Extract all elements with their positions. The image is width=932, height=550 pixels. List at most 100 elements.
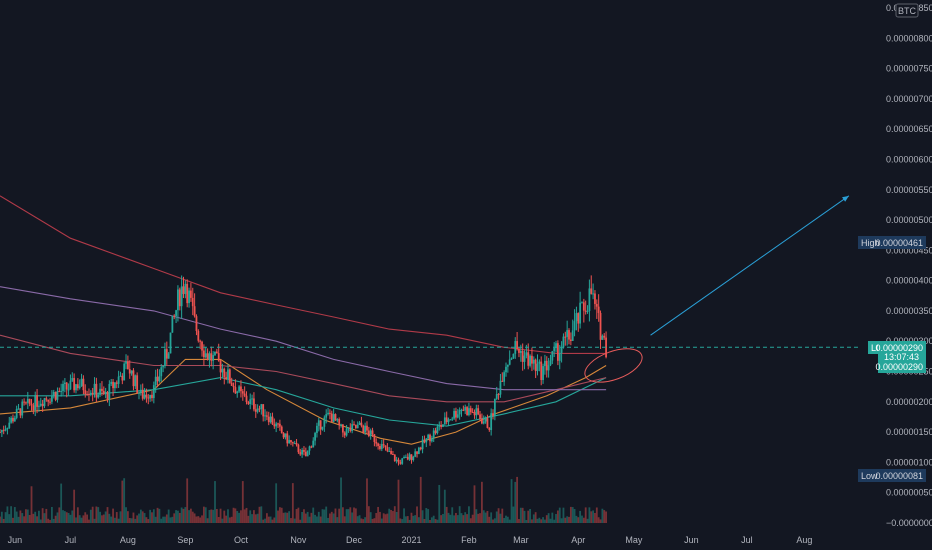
last-price-value-2: 0.00000290 [875, 362, 923, 372]
volume-bar [208, 510, 211, 523]
volume-bar [41, 508, 44, 523]
candle-body [455, 410, 457, 418]
volume-bar [447, 512, 450, 523]
volume-bar [503, 517, 506, 523]
volume-bar [510, 479, 513, 523]
volume-bar [277, 510, 279, 523]
x-tick-label: Feb [461, 535, 477, 545]
candle-body [529, 355, 531, 366]
volume-bar [215, 508, 218, 523]
volume-bar [581, 515, 583, 523]
candle-body [440, 425, 443, 427]
candle-body [264, 415, 266, 417]
currency-label: BTC [898, 6, 917, 16]
candle-body [95, 383, 98, 398]
candle-body [314, 432, 316, 441]
candle-body [253, 398, 255, 410]
volume-bar [310, 512, 313, 523]
volume-bar [119, 511, 122, 523]
candle-body [597, 306, 600, 313]
candle-body [151, 394, 153, 399]
volume-bar [141, 511, 144, 523]
candle-body [579, 302, 582, 324]
candle-body [508, 359, 511, 365]
candle-body [390, 451, 392, 455]
volume-bar [412, 515, 415, 523]
candle-body [380, 444, 383, 449]
candle-body [67, 389, 70, 391]
volume-bar [384, 514, 387, 523]
candle-body [327, 412, 329, 415]
candle-body [149, 394, 152, 399]
volume-bar [167, 509, 170, 523]
volume-bar [290, 518, 292, 523]
time-axis[interactable]: Jun Jul Aug Sep Oct Nov Dec 2021 Feb Mar Apr May Jun… [8, 535, 813, 545]
candle-body [356, 424, 359, 429]
candle-body [69, 380, 72, 390]
volume-bar [286, 512, 289, 523]
volume-bar [364, 517, 367, 523]
volume-bar [214, 481, 216, 523]
volume-bar [256, 513, 259, 523]
candle-body [445, 417, 448, 423]
candle-body [245, 395, 248, 402]
volume-bar [319, 516, 322, 523]
volume-bar [586, 518, 589, 523]
candle-body [132, 370, 135, 387]
candle-body [308, 446, 311, 451]
candle-body [114, 382, 116, 389]
volume-bar [97, 507, 100, 523]
candle-body [366, 425, 368, 431]
volume-bar [101, 515, 103, 523]
candle-body [490, 413, 493, 431]
candle-body [86, 394, 89, 396]
volume-bar [343, 516, 346, 523]
x-tick-label: Aug [796, 535, 812, 545]
candle-body [214, 351, 216, 356]
volume-bar [145, 517, 148, 523]
volume-bar [495, 511, 498, 523]
volume-bar [15, 511, 18, 523]
volume-bar [34, 511, 37, 523]
candle-body [369, 430, 372, 437]
volume-bar [106, 507, 109, 523]
volume-bar [529, 508, 531, 523]
candle-body [323, 417, 326, 427]
moving-average-line [0, 377, 607, 427]
volume-bar [219, 508, 222, 523]
volume-bar [54, 515, 57, 523]
x-tick-label: Jun [8, 535, 23, 545]
candle-body [571, 330, 574, 341]
candle-body [173, 315, 176, 317]
volume-bar [49, 519, 51, 523]
volume-bar [128, 517, 131, 523]
volume-bar [191, 511, 194, 523]
candle-body [17, 408, 20, 410]
candle-body [432, 430, 435, 439]
volume-bar [403, 508, 405, 523]
candle-body [290, 440, 292, 443]
volume-bar [316, 516, 318, 523]
volume-bar [501, 508, 504, 523]
candle-body [497, 394, 500, 396]
candle-body [76, 384, 79, 389]
volume-bar [293, 518, 296, 523]
candle-body [399, 462, 402, 464]
candle-body [262, 404, 265, 417]
candle-body [82, 378, 85, 391]
volume-bar [65, 512, 68, 523]
candle-body [115, 382, 118, 384]
candle-body [165, 349, 168, 359]
volume-bar [186, 478, 189, 523]
volume-bar [136, 515, 139, 523]
volume-bar [366, 478, 368, 523]
volume-bar [551, 512, 554, 523]
candle-body [13, 417, 16, 422]
volume-bar [62, 510, 64, 523]
volume-bar [477, 513, 480, 523]
volume-bar [595, 507, 598, 523]
volume-bar [50, 506, 53, 523]
volume-bar [117, 518, 120, 523]
